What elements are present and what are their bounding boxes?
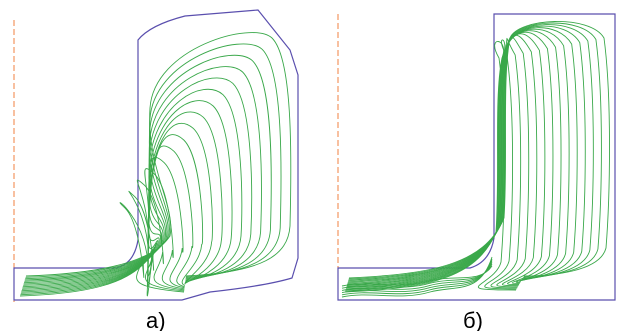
streamline-b-bottom — [341, 258, 493, 296]
streamline-b — [347, 27, 578, 283]
panel-a: а) — [13, 9, 299, 331]
streamline-b — [348, 21, 610, 279]
streamline-b — [348, 24, 594, 281]
streamline-b — [347, 28, 570, 284]
streamlines-a — [19, 32, 292, 297]
streamline-a — [25, 43, 282, 278]
streamline-b — [348, 25, 586, 282]
streamline-a — [22, 134, 204, 289]
streamline-b — [346, 33, 546, 288]
streamline-a — [23, 111, 223, 286]
streamline-a — [22, 122, 213, 288]
domain-outline-b — [337, 13, 616, 301]
streamline-b-bottom — [341, 262, 493, 291]
streamline-b — [346, 31, 554, 286]
streamline-b-bottom — [341, 256, 493, 298]
streamline-b — [346, 34, 538, 289]
streamline-a — [25, 32, 292, 277]
streamline-b — [345, 39, 517, 292]
streamlines-b — [341, 21, 610, 298]
streamline-b-bottom — [341, 263, 493, 289]
streamline-b-bottom — [341, 265, 493, 287]
streamline-b-bottom — [341, 260, 493, 294]
domain-outline-a — [13, 9, 299, 301]
panel-b: б) — [337, 13, 616, 331]
streamline-b — [348, 22, 602, 280]
streamline-b — [344, 41, 517, 293]
panel-label-b: б) — [463, 308, 483, 331]
streamline-a — [23, 100, 233, 285]
panel-label-a: а) — [146, 308, 166, 331]
